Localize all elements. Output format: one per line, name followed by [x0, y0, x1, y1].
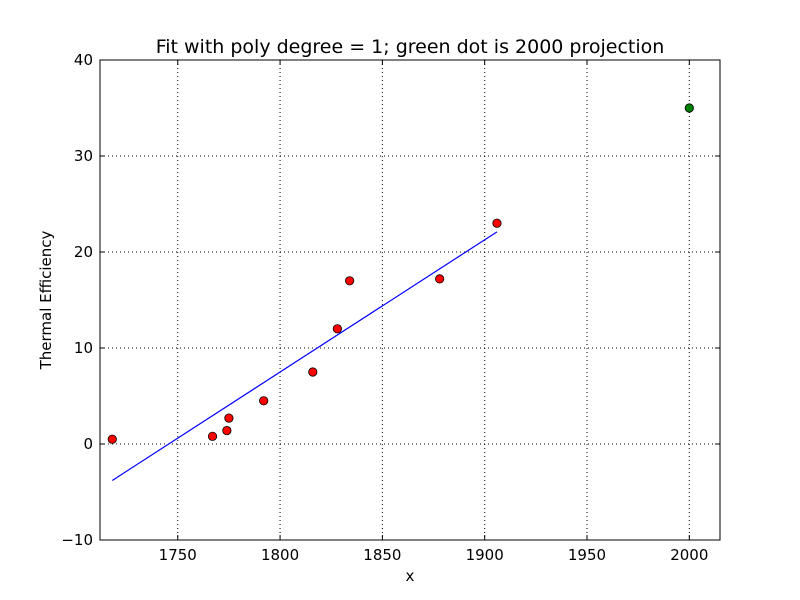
- fit-line: [111, 231, 498, 481]
- x-tick-label: 1800: [261, 546, 299, 564]
- data-point: [435, 274, 445, 284]
- projection-point: [684, 103, 694, 113]
- data-point: [345, 276, 355, 286]
- chart-title: Fit with poly degree = 1; green dot is 2…: [156, 36, 665, 58]
- data-point: [308, 367, 318, 377]
- data-layer: [107, 103, 694, 481]
- data-point: [332, 324, 342, 334]
- x-tick-label: 1950: [568, 546, 606, 564]
- data-point: [492, 218, 502, 228]
- tick-layer: 1750 1800 1850 1900 1950 2000 −10 0 10 20 30 40: [61, 51, 720, 564]
- plot-frame: [99, 59, 721, 541]
- y-tick-label: −10: [61, 531, 93, 549]
- x-tick-label: 1850: [363, 546, 401, 564]
- data-point: [107, 434, 117, 444]
- y-tick-label: 20: [74, 243, 93, 261]
- data-point: [222, 425, 232, 436]
- x-axis-label: x: [406, 567, 415, 585]
- grid-layer: [100, 59, 720, 541]
- data-point: [259, 396, 269, 406]
- y-axis-label: Thermal Efficiency: [37, 230, 55, 370]
- y-tick-label: 10: [74, 339, 93, 357]
- x-tick-label: 1750: [159, 546, 197, 564]
- y-tick-label: 30: [74, 147, 93, 165]
- data-point: [207, 431, 218, 441]
- x-tick-label: 1900: [466, 546, 504, 564]
- x-tick-label: 2000: [670, 546, 708, 564]
- y-tick-label: 40: [74, 51, 93, 69]
- data-point: [224, 413, 234, 423]
- y-tick-label: 0: [83, 435, 93, 453]
